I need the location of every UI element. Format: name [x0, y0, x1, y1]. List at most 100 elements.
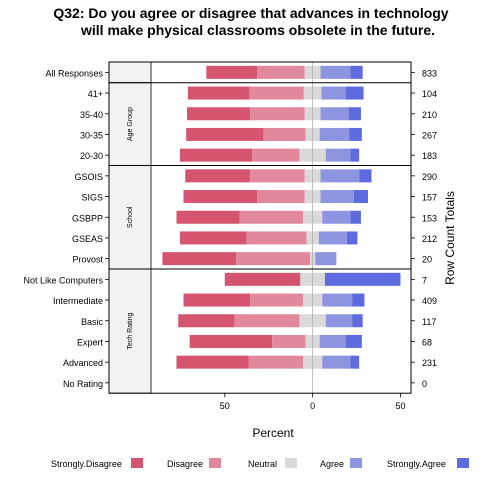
bar-segment-strongly-disagree	[176, 210, 240, 224]
row-label: 20-30	[80, 151, 103, 161]
bar-segment-agree	[325, 314, 353, 328]
bar-segment-strongly-disagree	[186, 127, 264, 141]
plot-frame	[108, 61, 412, 394]
bar-segment-strongly-agree	[346, 231, 358, 245]
bar-segment-agree	[325, 148, 351, 162]
row-total: 68	[422, 337, 432, 347]
bar-segment-disagree	[252, 148, 300, 162]
bar-segment-agree	[322, 293, 353, 307]
bar-segment-disagree	[248, 355, 303, 369]
bar-segment-strongly-agree	[350, 355, 360, 369]
row-total: 231	[422, 358, 437, 368]
x-axis-label: Percent	[252, 426, 294, 440]
x-tick-label: 50	[220, 401, 230, 411]
bar-segment-agree	[320, 169, 360, 183]
row-label: GSEAS	[72, 234, 103, 244]
legend-swatch-strongly-agree	[457, 458, 469, 468]
bar-segment-strongly-disagree	[176, 355, 249, 369]
bar-segment-strongly-agree	[353, 190, 368, 204]
row-label: Not Like Computers	[23, 275, 103, 285]
x-tick-label: 0	[310, 401, 315, 411]
bar-segment-strongly-disagree	[183, 190, 258, 204]
bar-segment-disagree	[257, 65, 305, 79]
bar-segment-strongly-agree	[346, 334, 362, 348]
panel-strip	[108, 268, 152, 394]
bar-segment-strongly-disagree	[206, 65, 258, 79]
bar-segment-disagree	[250, 293, 303, 307]
bar-segment-agree	[315, 252, 337, 266]
bar-segment-strongly-disagree	[224, 272, 301, 286]
bar-segment-strongly-disagree	[185, 169, 251, 183]
bar-segment-disagree	[236, 252, 310, 266]
bar-segment-disagree	[263, 127, 306, 141]
row-label: 35-40	[80, 110, 103, 120]
row-label: GSBPP	[72, 213, 103, 223]
bar-segment-disagree	[239, 210, 303, 224]
bar-segment-strongly-agree	[346, 86, 364, 100]
legend-label-strongly-agree: Strongly.Agree	[387, 459, 446, 469]
legend-label-strongly-disagree: Strongly.Disagree	[51, 459, 122, 469]
bar-segment-agree	[320, 107, 349, 121]
x-tick-label: 50	[395, 401, 405, 411]
row-total: 157	[422, 193, 437, 203]
row-total: 290	[422, 172, 437, 182]
bar-segment-strongly-disagree	[187, 86, 250, 100]
bar-segment-disagree	[234, 314, 300, 328]
row-total: 20	[422, 255, 432, 265]
row-total: 833	[422, 68, 437, 78]
bar-segment-strongly-disagree	[183, 293, 251, 307]
row-total: 267	[422, 130, 437, 140]
bar-segment-strongly-disagree	[179, 148, 253, 162]
legend-swatch-strongly-disagree	[131, 458, 143, 468]
bar-segment-disagree	[272, 334, 306, 348]
panel-strip-label: Age Group	[127, 107, 134, 141]
panel-strip	[108, 165, 152, 270]
bar-segment-strongly-agree	[359, 169, 372, 183]
bar-segment-disagree	[250, 169, 305, 183]
right-axis-label: Row Count Totals	[443, 191, 457, 285]
bar-segment-strongly-agree	[350, 65, 363, 79]
row-total: 409	[422, 296, 437, 306]
legend-swatch-disagree	[209, 458, 221, 468]
row-total: 183	[422, 151, 437, 161]
bar-segment-strongly-agree	[349, 127, 362, 141]
bar-segment-agree	[322, 355, 351, 369]
row-label: Intermediate	[53, 296, 103, 306]
row-label: 30-35	[80, 130, 103, 140]
row-label: Provost	[72, 255, 103, 265]
bar-segment-strongly-disagree	[187, 107, 251, 121]
row-total: 212	[422, 234, 437, 244]
bar-segment-agree	[322, 210, 351, 224]
row-total: 153	[422, 213, 437, 223]
bar-segment-disagree	[249, 86, 304, 100]
row-total: 117	[422, 317, 436, 327]
legend-label-disagree: Disagree	[167, 459, 203, 469]
bar-segment-strongly-disagree	[162, 252, 237, 266]
row-label: No Rating	[63, 379, 103, 389]
row-label: GSOIS	[74, 172, 103, 182]
bar-segment-agree	[318, 231, 347, 245]
bar-segment-strongly-agree	[352, 293, 365, 307]
bar-segment-agree	[320, 65, 351, 79]
row-label: All Responses	[45, 68, 103, 78]
bar-segment-agree	[319, 334, 346, 348]
bar-segment-disagree	[250, 107, 305, 121]
bar-segment-strongly-agree	[348, 107, 361, 121]
bar-segment-strongly-disagree	[179, 231, 247, 245]
bar-segment-strongly-agree	[352, 314, 363, 328]
bar-segment-strongly-agree	[350, 148, 360, 162]
panel-strip-label: School	[127, 206, 134, 228]
bar-segment-strongly-agree	[324, 272, 401, 286]
row-total: 104	[422, 89, 437, 99]
row-label: Expert	[77, 337, 104, 347]
row-label: 41+	[88, 89, 103, 99]
row-total: 0	[422, 379, 427, 389]
row-label: SIGS	[81, 193, 103, 203]
bar-segment-agree	[320, 190, 354, 204]
legend-swatch-agree	[350, 458, 362, 468]
bar-segment-strongly-disagree	[178, 314, 235, 328]
bar-segment-agree	[319, 127, 350, 141]
legend-label-neutral: Neutral	[248, 459, 277, 469]
